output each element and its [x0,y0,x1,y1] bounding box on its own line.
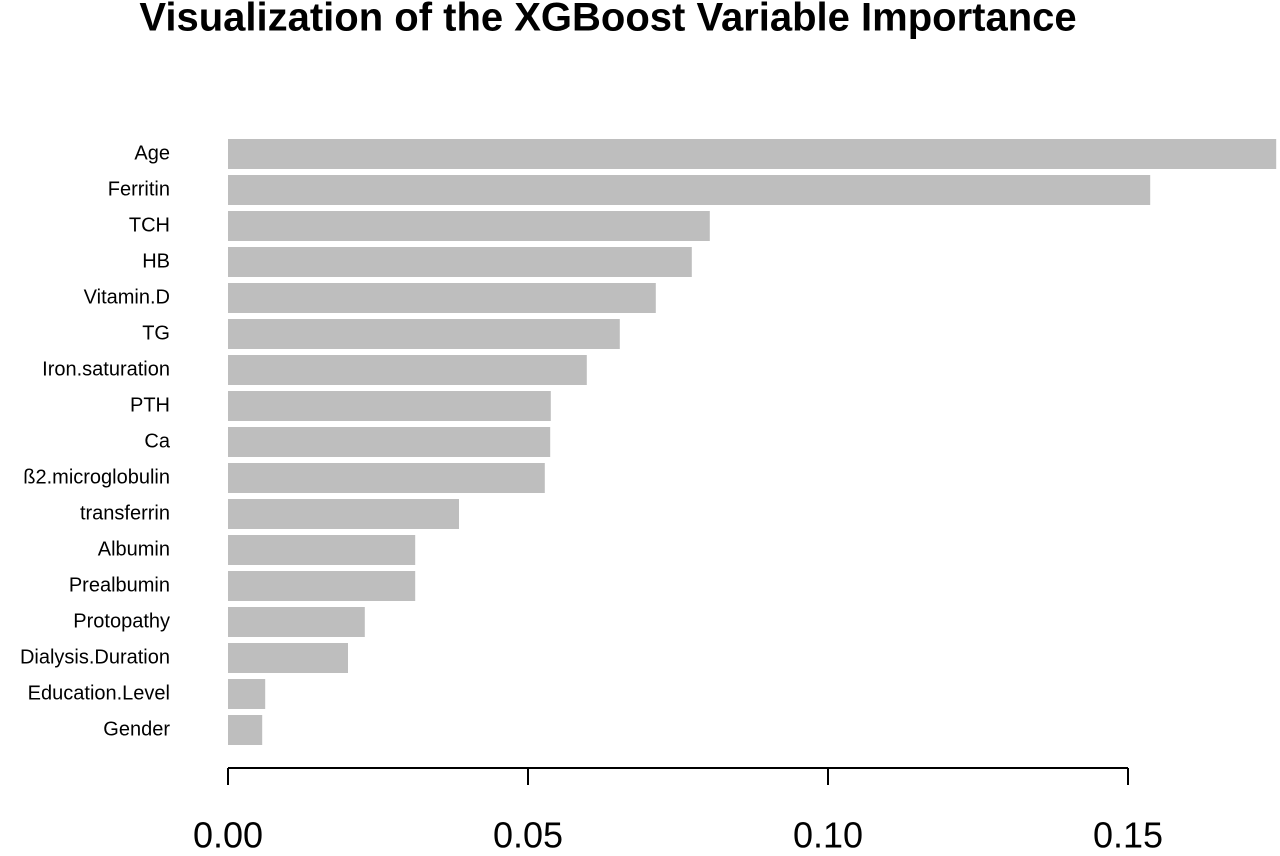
chart-title: Visualization of the XGBoost Variable Im… [139,0,1076,40]
bar [228,211,710,241]
y-tick-label: HB [142,250,170,272]
y-tick-label: Iron.saturation [42,358,170,380]
y-tick-label: PTH [130,394,170,416]
x-tick-label: 0.10 [793,815,863,856]
y-tick-label: Dialysis.Duration [20,646,170,668]
bar [228,715,263,745]
y-tick-label: transferrin [80,502,170,524]
y-tick-label: Gender [103,718,170,740]
y-tick-label: Vitamin.D [84,286,170,308]
y-tick-label: Ferritin [108,178,170,200]
y-tick-label: Prealbumin [69,574,170,596]
y-tick-label: TG [142,322,170,344]
bar [228,175,1151,205]
bar [228,463,545,493]
bar [228,283,656,313]
y-tick-label: TCH [129,214,170,236]
y-tick-label: Education.Level [28,682,170,704]
x-tick-label: 0.00 [193,815,263,856]
bar [228,247,692,277]
bar [228,607,365,637]
x-tick-label: 0.05 [493,815,563,856]
bar [228,139,1277,169]
bar [228,571,416,601]
bar [228,391,551,421]
y-tick-label: ß2.microglobulin [23,466,170,488]
bar [228,643,348,673]
bar [228,355,587,385]
y-tick-label: Ca [144,430,170,452]
bar [228,427,551,457]
x-tick-label: 0.15 [1093,815,1163,856]
bar [228,319,620,349]
y-tick-label: Albumin [98,538,170,560]
bar [228,535,416,565]
y-tick-label: Age [134,142,170,164]
bar [228,499,459,529]
bar [228,679,266,709]
y-tick-label: Protopathy [73,610,170,632]
